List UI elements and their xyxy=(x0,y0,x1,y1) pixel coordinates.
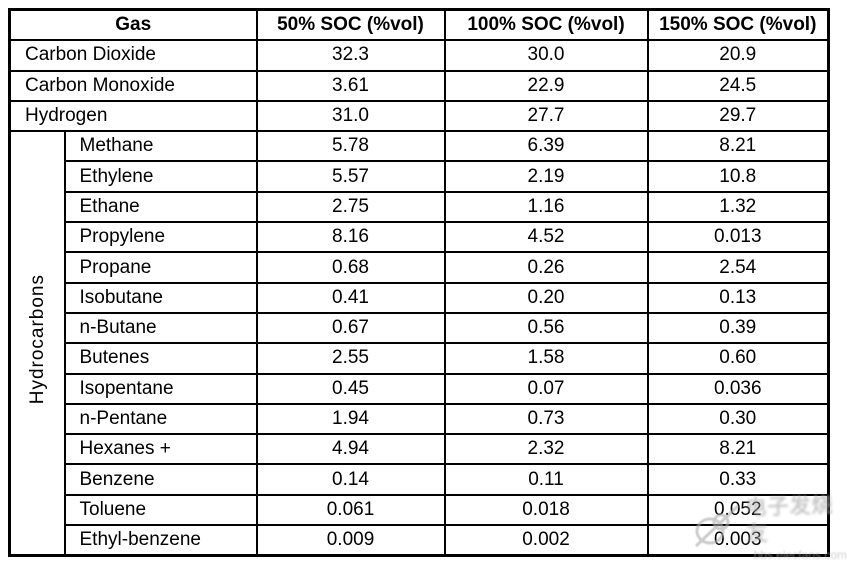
gas-name-cell: Propylene xyxy=(63,221,258,254)
value-cell: 10.8 xyxy=(646,160,830,193)
value-cell: 4.94 xyxy=(255,433,446,466)
column-header-gas: Gas xyxy=(8,8,258,42)
table-row: Isobutane 0.41 0.20 0.13 xyxy=(10,281,830,314)
value-cell: 0.45 xyxy=(255,372,446,405)
column-header-soc150: 150% SOC (%vol) xyxy=(646,8,830,42)
value-cell: 31.0 xyxy=(255,99,446,133)
value-cell: 30.0 xyxy=(443,39,649,72)
value-cell: 0.11 xyxy=(443,463,649,496)
table-row: n-Pentane 1.94 0.73 0.30 xyxy=(10,402,830,436)
value-cell: 0.26 xyxy=(443,251,649,284)
value-cell: 27.7 xyxy=(443,99,649,133)
table-row: Isopentane 0.45 0.07 0.036 xyxy=(10,372,830,405)
value-cell: 0.003 xyxy=(646,524,830,557)
table-row: Ethane 2.75 1.16 1.32 xyxy=(10,190,830,224)
value-cell: 8.21 xyxy=(646,130,830,163)
value-cell: 29.7 xyxy=(646,99,830,133)
value-cell: 3.61 xyxy=(255,69,446,102)
value-cell: 24.5 xyxy=(646,69,830,102)
gas-composition-table: Gas 50% SOC (%vol) 100% SOC (%vol) 150% … xyxy=(8,8,830,558)
value-cell: 2.75 xyxy=(255,190,446,224)
value-cell: 2.19 xyxy=(443,160,649,193)
header-row: Gas 50% SOC (%vol) 100% SOC (%vol) 150% … xyxy=(8,8,830,42)
value-cell: 0.20 xyxy=(443,281,649,314)
gas-name-cell: Ethylene xyxy=(63,160,258,193)
value-cell: 2.32 xyxy=(443,433,649,466)
value-cell: 4.52 xyxy=(443,221,649,254)
gas-name-cell: Benzene xyxy=(63,463,258,496)
table-row: Toluene 0.061 0.018 0.052 xyxy=(10,493,830,527)
value-cell: 0.07 xyxy=(443,372,649,405)
value-cell: 0.14 xyxy=(255,463,446,496)
table-row: Carbon Monoxide 3.61 22.9 24.5 xyxy=(8,69,830,102)
value-cell: 6.39 xyxy=(443,130,649,163)
value-cell: 1.94 xyxy=(255,402,446,436)
gas-name-cell: Butenes xyxy=(63,342,258,375)
value-cell: 0.30 xyxy=(646,402,830,436)
value-cell: 0.39 xyxy=(646,311,830,345)
value-cell: 8.21 xyxy=(646,433,830,466)
value-cell: 1.16 xyxy=(443,190,649,224)
gas-name-cell: Toluene xyxy=(63,493,258,527)
value-cell: 0.67 xyxy=(255,311,446,345)
value-cell: 0.13 xyxy=(646,281,830,314)
gas-name-cell: n-Butane xyxy=(63,311,258,345)
value-cell: 22.9 xyxy=(443,69,649,102)
value-cell: 0.41 xyxy=(255,281,446,314)
gas-name-cell: Methane xyxy=(63,130,258,163)
gas-name-cell: Isopentane xyxy=(63,372,258,405)
gas-name-cell: Carbon Dioxide xyxy=(8,39,258,72)
gas-name-cell: Isobutane xyxy=(63,281,258,314)
value-cell: 1.32 xyxy=(646,190,830,224)
value-cell: 8.16 xyxy=(255,221,446,254)
value-cell: 0.002 xyxy=(443,524,649,557)
table-row: Ethylene 5.57 2.19 10.8 xyxy=(10,160,830,193)
value-cell: 0.061 xyxy=(255,493,446,527)
table-row: Hydrogen 31.0 27.7 29.7 xyxy=(8,99,830,133)
value-cell: 0.60 xyxy=(646,342,830,375)
value-cell: 32.3 xyxy=(255,39,446,72)
table-row: Hexanes + 4.94 2.32 8.21 xyxy=(10,433,830,466)
table-row: Propane 0.68 0.26 2.54 xyxy=(10,251,830,284)
hydrocarbons-group-cell: Hydrocarbons xyxy=(8,130,66,557)
gas-name-cell: n-Pentane xyxy=(63,402,258,436)
table-row: Carbon Dioxide 32.3 30.0 20.9 xyxy=(8,39,830,72)
gas-name-cell: Ethyl-benzene xyxy=(63,524,258,557)
table-row: Benzene 0.14 0.11 0.33 xyxy=(10,463,830,496)
gas-name-cell: Carbon Monoxide xyxy=(8,69,258,102)
column-header-soc100: 100% SOC (%vol) xyxy=(443,8,649,42)
gas-name-cell: Propane xyxy=(63,251,258,284)
value-cell: 5.57 xyxy=(255,160,446,193)
table-row: Propylene 8.16 4.52 0.013 xyxy=(10,221,830,254)
value-cell: 0.68 xyxy=(255,251,446,284)
column-header-soc50: 50% SOC (%vol) xyxy=(255,8,446,42)
value-cell: 2.54 xyxy=(646,251,830,284)
table-row: Ethyl-benzene 0.009 0.002 0.003 xyxy=(10,524,830,557)
gas-name-cell: Hexanes + xyxy=(63,433,258,466)
value-cell: 0.73 xyxy=(443,402,649,436)
gas-name-cell: Hydrogen xyxy=(8,99,258,133)
value-cell: 20.9 xyxy=(646,39,830,72)
table-row: Hydrocarbons Methane 5.78 6.39 8.21 xyxy=(8,130,830,557)
table-row: Butenes 2.55 1.58 0.60 xyxy=(10,342,830,375)
value-cell: 1.58 xyxy=(443,342,649,375)
value-cell: 2.55 xyxy=(255,342,446,375)
hydrocarbons-group-label: Hydrocarbons xyxy=(26,273,48,404)
value-cell: 0.018 xyxy=(443,493,649,527)
value-cell: 0.052 xyxy=(646,493,830,527)
value-cell: 0.56 xyxy=(443,311,649,345)
value-cell: 0.036 xyxy=(646,372,830,405)
value-cell: 5.78 xyxy=(255,130,446,163)
value-cell: 0.013 xyxy=(646,221,830,254)
value-cell: 0.33 xyxy=(646,463,830,496)
table-row: n-Butane 0.67 0.56 0.39 xyxy=(10,311,830,345)
value-cell: 0.009 xyxy=(255,524,446,557)
gas-name-cell: Ethane xyxy=(63,190,258,224)
